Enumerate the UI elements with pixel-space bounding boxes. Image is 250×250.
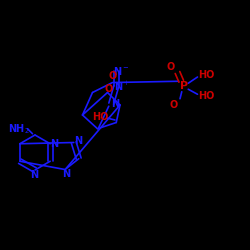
Text: N: N bbox=[74, 136, 82, 145]
Text: N: N bbox=[62, 169, 70, 179]
Text: N: N bbox=[111, 99, 119, 109]
Text: N: N bbox=[50, 139, 59, 149]
Text: HO: HO bbox=[92, 112, 108, 122]
Text: O: O bbox=[104, 84, 113, 94]
Text: O: O bbox=[166, 62, 174, 72]
Text: P: P bbox=[180, 81, 188, 91]
Text: N$^-$: N$^-$ bbox=[114, 65, 130, 77]
Text: O: O bbox=[170, 100, 178, 110]
Text: N: N bbox=[30, 170, 38, 179]
Text: O: O bbox=[108, 71, 116, 81]
Text: N$^+$: N$^+$ bbox=[114, 80, 130, 93]
Text: NH$_2$: NH$_2$ bbox=[8, 122, 30, 136]
Text: HO: HO bbox=[198, 70, 214, 80]
Text: HO: HO bbox=[198, 91, 214, 101]
